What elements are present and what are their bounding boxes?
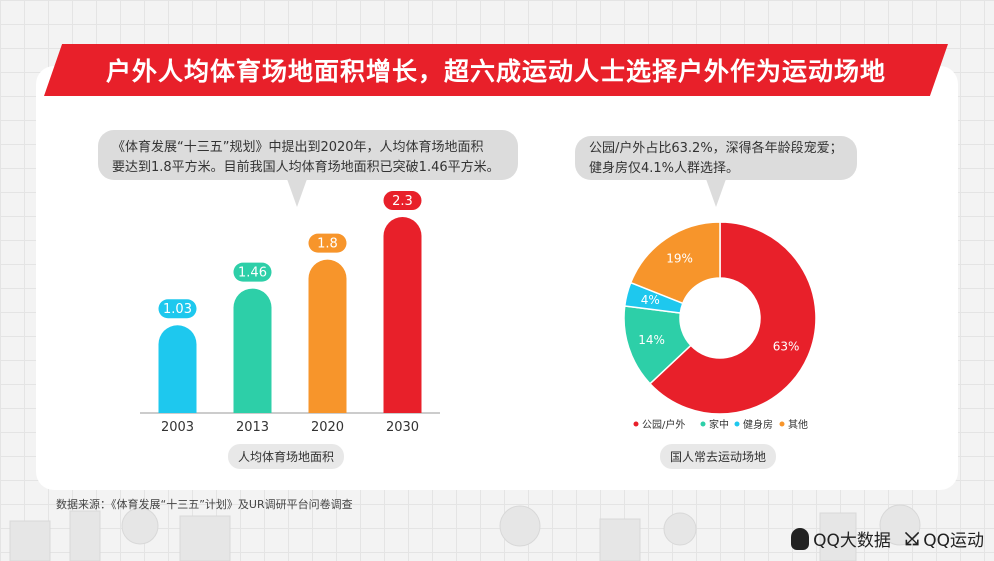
footer-logos: QQ大数据 ⤩ QQ运动 [791, 526, 984, 551]
donut-chart: 63% 14% 4% 19% 公园/户外 家中 健身房 其他 [623, 221, 817, 431]
bar-value-label-2013: 1.46 [238, 266, 267, 281]
pie-callout-bubble: 公园/户外占比63.2%，深得各年龄段宠爱； 健身房仅4.1%人群选择。 [575, 136, 857, 180]
bar-value-label-2030: 2.3 [392, 194, 413, 209]
bar-value-pill-2020 [308, 233, 347, 253]
bar-category-label-2030: 2030 [386, 420, 419, 435]
legend-dot-健身房 [734, 421, 740, 427]
donut-value-label-家中: 14% [638, 333, 665, 347]
bar-callout-bubble: 《体育发展“十三五”规划》中提出到2020年，人均体育场地面积 要达到1.8平方… [98, 130, 518, 180]
bar-chart: 1.03 2003 1.46 2013 1.8 2020 2.3 2030 [140, 191, 440, 435]
bar-2013 [233, 288, 272, 413]
legend-label-家中: 家中 [709, 418, 729, 431]
bar-callout-line-2: 要达到1.8平方米。目前我国人均体育场地面积已突破1.46平方米。 [112, 160, 500, 175]
legend-dot-公园/户外 [633, 421, 639, 427]
bar-value-label-2003: 1.03 [163, 302, 192, 317]
pie-callout-tail [706, 179, 726, 207]
bar-chart-label: 人均体育场地面积 [228, 444, 345, 469]
pie-chart-label: 国人常去运动场地 [660, 444, 777, 469]
legend-label-公园/户外: 公园/户外 [642, 418, 685, 431]
bar-value-label-2020: 1.8 [317, 237, 338, 252]
legend-label-其他: 其他 [788, 418, 808, 431]
bar-value-pill-2013 [233, 262, 272, 282]
donut-slice-公园/户外 [648, 221, 817, 415]
bar-2030 [383, 217, 422, 413]
bar-value-pill-2030 [383, 191, 422, 211]
legend-label-健身房: 健身房 [743, 418, 773, 431]
donut-slice-其他 [629, 221, 721, 305]
legend-dot-家中 [700, 421, 706, 427]
bar-2003 [158, 325, 197, 413]
skyline-decoration [9, 504, 921, 561]
page-title: 户外人均体育场地面积增长，超六成运动人士选择户外作为运动场地 [44, 44, 948, 96]
bar-category-label-2020: 2020 [311, 420, 344, 435]
donut-value-label-其他: 19% [666, 251, 693, 265]
pie-callout-line-1: 公园/户外占比63.2%，深得各年龄段宠爱； [589, 141, 843, 156]
bar-category-label-2003: 2003 [161, 420, 194, 435]
donut-value-label-公园/户外: 63% [773, 340, 800, 354]
data-source: 数据来源：《体育发展“十三五”计划》及UR调研平台问卷调查 [56, 498, 353, 511]
legend-dot-其他 [779, 421, 785, 427]
pie-callout-line-2: 健身房仅4.1%人群选择。 [589, 161, 740, 176]
bar-value-pill-2003 [158, 299, 197, 319]
qq-sport-logo: ⤩ QQ运动 [905, 526, 984, 551]
bar-category-label-2013: 2013 [236, 420, 269, 435]
bar-callout-tail [287, 179, 307, 207]
bar-2020 [308, 259, 347, 413]
donut-value-label-健身房: 4% [641, 293, 660, 307]
bar-callout-line-1: 《体育发展“十三五”规划》中提出到2020年，人均体育场地面积 [112, 140, 484, 155]
qq-bigdata-text: QQ大数据 [813, 531, 891, 551]
qq-sport-text: QQ运动 [923, 531, 984, 551]
qq-bigdata-logo: QQ大数据 [791, 526, 891, 551]
runner-icon: ⤩ [904, 528, 920, 549]
qq-penguin-icon [791, 527, 810, 550]
